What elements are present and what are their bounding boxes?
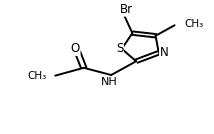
Text: Br: Br <box>119 3 132 16</box>
Text: CH₃: CH₃ <box>185 19 204 29</box>
Text: O: O <box>71 42 80 55</box>
Text: CH₃: CH₃ <box>27 71 46 81</box>
Text: S: S <box>116 42 123 55</box>
Text: N: N <box>160 46 168 59</box>
Text: NH: NH <box>101 77 118 87</box>
